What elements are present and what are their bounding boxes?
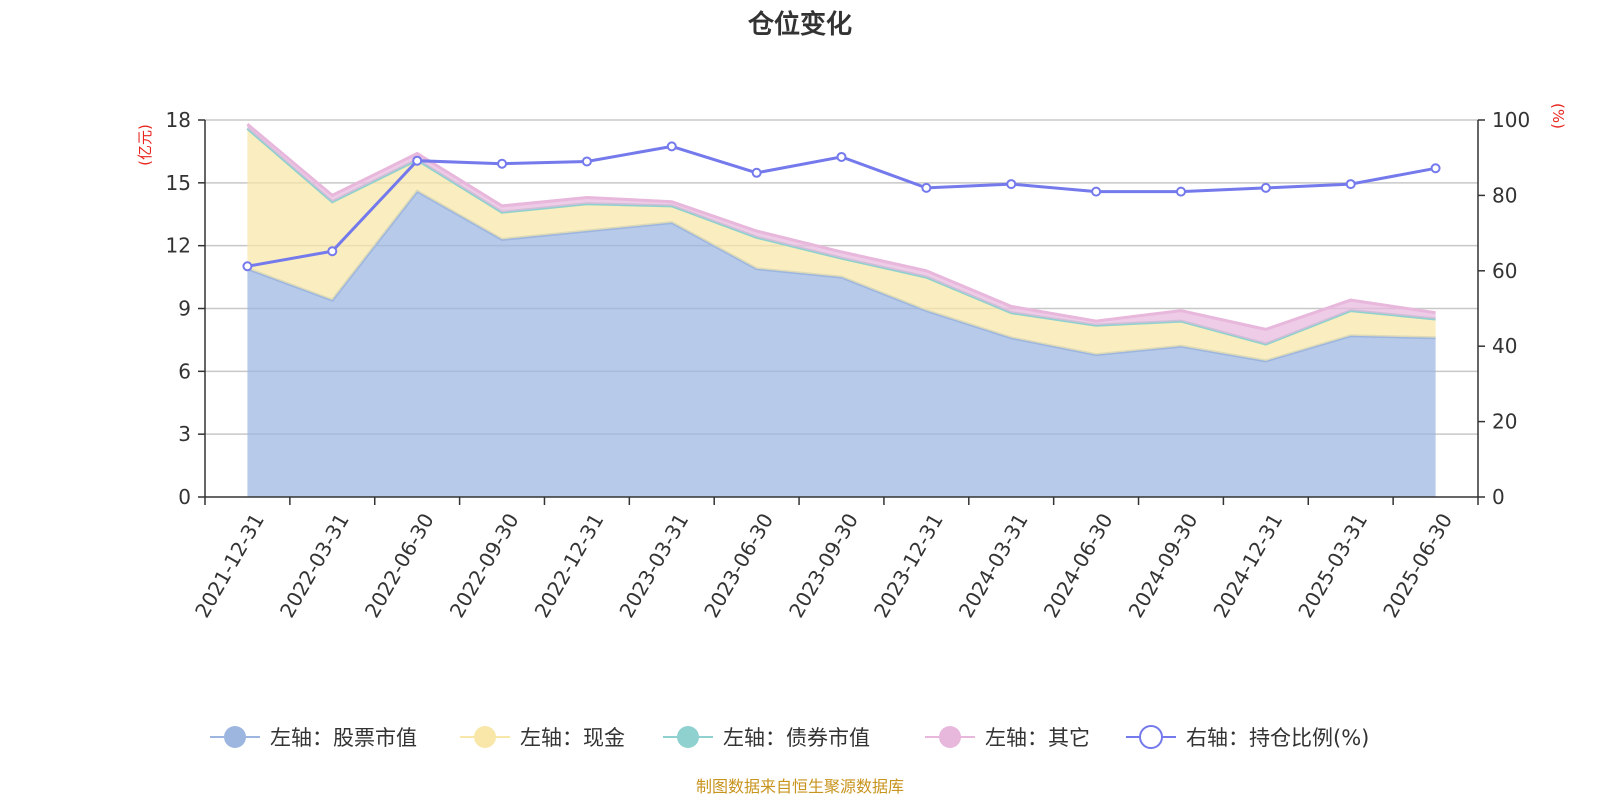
holding-ratio-point — [1430, 163, 1441, 174]
legend-label: 右轴：持仓比例(%) — [1186, 726, 1369, 750]
holding-ratio-point — [666, 141, 677, 152]
x-tick-label: 2021-12-31 — [190, 509, 269, 622]
right-tick-label: 60 — [1492, 259, 1517, 283]
series-1-area — [247, 128, 1436, 361]
legend-swatch-marker — [1139, 725, 1163, 749]
x-tick-label: 2022-03-31 — [275, 509, 354, 622]
series-3-edge — [246, 123, 1436, 331]
chart-title: 仓位变化 — [747, 9, 852, 40]
left-tick-label: 15 — [166, 171, 191, 195]
holding-ratio-point — [921, 182, 932, 193]
holding-ratio-point — [497, 158, 508, 169]
x-tick-label: 2023-12-31 — [869, 509, 948, 622]
right-tick-label: 0 — [1492, 485, 1505, 509]
left-tick-label: 9 — [178, 297, 191, 321]
x-tick-label: 2024-12-31 — [1208, 509, 1287, 622]
right-tick-label: 100 — [1492, 108, 1530, 132]
series-3-area — [247, 124, 1436, 345]
right-axis-unit: (%) — [1549, 103, 1567, 129]
x-tick-label: 2024-09-30 — [1124, 509, 1203, 622]
legend-label: 左轴：现金 — [520, 726, 625, 750]
area-series — [246, 123, 1436, 497]
legend-swatch-marker — [677, 726, 699, 748]
legend-label: 左轴：债券市值 — [723, 726, 870, 750]
x-tick-label: 2022-06-30 — [360, 509, 439, 622]
x-tick-label: 2025-06-30 — [1378, 509, 1457, 622]
left-tick-label: 3 — [178, 422, 191, 446]
holding-ratio-point — [327, 246, 338, 257]
holding-ratio-point — [1345, 179, 1356, 190]
legend-label: 左轴：股票市值 — [270, 726, 417, 750]
legend-swatch-marker — [939, 726, 961, 748]
left-tick-label: 12 — [166, 234, 191, 258]
right-tick-label: 40 — [1492, 334, 1517, 358]
legend-swatch-marker — [224, 726, 246, 748]
right-tick-label: 20 — [1492, 410, 1517, 434]
holding-ratio-point — [1260, 182, 1271, 193]
x-tick-label: 2023-03-31 — [614, 509, 693, 622]
holding-ratio-point — [751, 167, 762, 178]
holding-ratio-point — [242, 261, 253, 272]
left-tick-label: 0 — [178, 485, 191, 509]
x-tick-label: 2022-09-30 — [445, 509, 524, 622]
left-tick-label: 18 — [166, 108, 191, 132]
x-tick-label: 2023-09-30 — [784, 509, 863, 622]
line-series — [242, 141, 1441, 272]
x-tick-label: 2024-06-30 — [1039, 509, 1118, 622]
x-tick-label: 2022-12-31 — [529, 509, 608, 622]
holding-ratio-point — [1091, 186, 1102, 197]
left-tick-label: 6 — [178, 359, 191, 383]
x-tick-label: 2023-06-30 — [699, 509, 778, 622]
x-tick-label: 2024-03-31 — [954, 509, 1033, 622]
legend: 左轴：股票市值 左轴：现金 左轴：债券市值 左轴：其它 右轴：持仓比例(%) — [210, 725, 1369, 750]
right-tick-label: 80 — [1492, 183, 1517, 207]
holding-ratio-point — [836, 151, 847, 162]
data-source-note: 制图数据来自恒生聚源数据库 — [696, 777, 904, 796]
legend-label: 左轴：其它 — [985, 726, 1090, 750]
holding-ratio-point — [581, 156, 592, 167]
holding-ratio-point — [412, 155, 423, 166]
holding-ratio-point — [1175, 186, 1186, 197]
x-tick-label: 2025-03-31 — [1293, 509, 1372, 622]
series-0-area — [247, 191, 1436, 497]
left-axis-unit: (亿元) — [136, 124, 154, 166]
legend-swatch-marker — [474, 726, 496, 748]
holding-ratio-point — [1006, 179, 1017, 190]
